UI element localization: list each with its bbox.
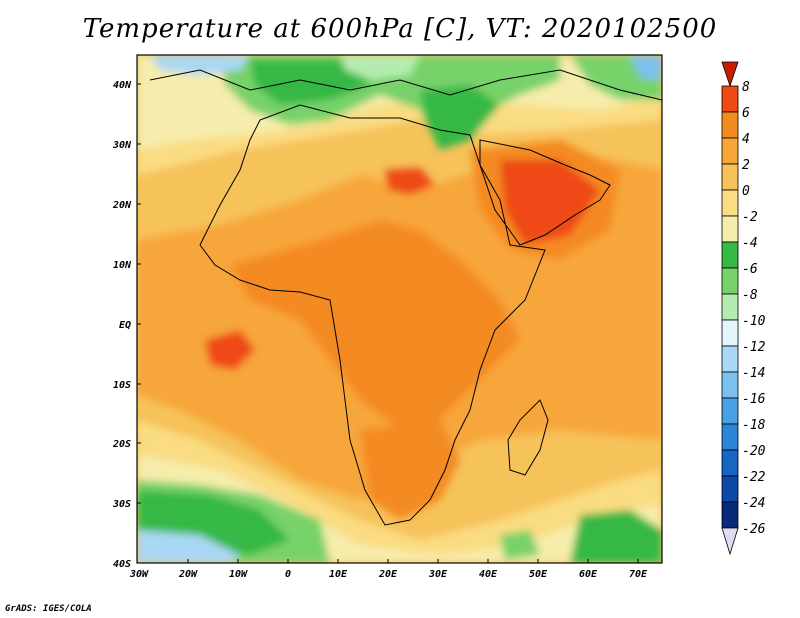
- colorbar-box-6: [721, 85, 739, 113]
- colorbar-box-m26: [721, 501, 739, 529]
- colorbar-box-m6: [721, 241, 739, 269]
- colorbar-box-m12: [721, 319, 739, 347]
- colorbar-box-m16: [721, 371, 739, 399]
- colorbar-box-m18: [721, 397, 739, 425]
- colorbar-box-m20: [721, 423, 739, 451]
- colorbar-label: -12: [742, 340, 766, 355]
- africa-coastline: [199, 104, 546, 526]
- colorbar-label: -8: [742, 288, 758, 303]
- lat-tick-label: 30N: [112, 140, 132, 151]
- colorbar-labels: 8 6 4 2 0 -2 -4 -6 -8 -10 -12 -14 -16 -1…: [742, 80, 766, 537]
- map-frame: [136, 54, 663, 564]
- madagascar-coastline: [507, 399, 549, 476]
- arabia-hot-core: [500, 160, 600, 245]
- colorbar-label: -2: [742, 210, 758, 225]
- colorbar-label: 8: [742, 80, 750, 95]
- lon-tick-label: 70E: [629, 569, 648, 580]
- colorbar-label: -22: [742, 470, 766, 485]
- lon-tick-label: 60E: [579, 569, 598, 580]
- map-title: Temperature at 600hPa [C], VT: 202010250…: [82, 14, 718, 44]
- colorbar-label: -18: [742, 418, 766, 433]
- colorbar-label: -14: [742, 366, 765, 381]
- europe-coastline: [149, 69, 662, 101]
- colorbar: [721, 61, 739, 556]
- colorbar-label: -26: [742, 522, 766, 537]
- colorbar-label: 6: [742, 106, 750, 121]
- colorbar-label: -16: [742, 392, 766, 407]
- coastlines: [149, 69, 662, 526]
- lat-tick-label: 10S: [113, 380, 131, 391]
- lat-tick-label: EQ: [119, 320, 131, 331]
- lat-tick-label: 10N: [113, 260, 132, 271]
- lon-tick-label: 30E: [428, 569, 448, 580]
- lon-tick-label: 10E: [329, 569, 348, 580]
- colorbar-box-2: [721, 137, 739, 165]
- lat-tick-label: 40N: [113, 80, 132, 91]
- lat-axis: 40N 30N 20N 10N EQ 10S 20S 30S 40S: [112, 80, 141, 570]
- lon-axis: 30W 20W 10W 0 10E 20E 30E 40E 50E 60E 70…: [129, 559, 648, 580]
- eastern-med-green: [420, 85, 500, 150]
- lat-tick-label: 30S: [112, 499, 131, 510]
- colorbar-label: 0: [742, 184, 750, 199]
- lon-tick-label: 20W: [178, 569, 198, 580]
- arabia-coastline: [479, 139, 611, 246]
- lon-tick-label: 50E: [529, 569, 548, 580]
- south-green-spot: [500, 530, 540, 560]
- lon-tick-label: 30W: [129, 569, 149, 580]
- colorbar-upper-triangle: [721, 61, 739, 88]
- colorbar-label: -24: [742, 496, 765, 511]
- lon-tick-label: 0: [285, 569, 291, 580]
- colorbar-label: -4: [742, 236, 758, 251]
- lat-tick-label: 20S: [112, 439, 131, 450]
- sahara-warm-cell: [385, 168, 435, 195]
- colorbar-box-m10: [721, 293, 739, 321]
- temperature-field: [137, 55, 662, 563]
- grads-credit: GrADS: IGES/COLA: [5, 604, 92, 614]
- colorbar-label: -20: [742, 444, 766, 459]
- southeast-green: [570, 510, 662, 563]
- colorbar-box-m4: [721, 215, 739, 243]
- northeast-blue: [630, 55, 662, 80]
- central-europe-blue: [340, 55, 420, 80]
- northwest-blue: [150, 55, 250, 75]
- colorbar-box-m22: [721, 449, 739, 477]
- lat-tick-label: 20N: [112, 200, 132, 211]
- colorbar-box-m14: [721, 345, 739, 373]
- atlantic-warm-cell: [205, 330, 255, 370]
- colorbar-box-4: [721, 111, 739, 139]
- colorbar-label: -10: [742, 314, 766, 329]
- southern-africa-warm: [360, 420, 460, 520]
- lon-tick-label: 40E: [479, 569, 498, 580]
- colorbar-label: -6: [742, 262, 758, 277]
- colorbar-label: 4: [742, 132, 750, 147]
- colorbar-box-m8: [721, 267, 739, 295]
- colorbar-box-m24: [721, 475, 739, 503]
- lon-tick-label: 10W: [229, 569, 248, 580]
- colorbar-box-0: [721, 163, 739, 191]
- colorbar-lower-triangle: [721, 527, 739, 556]
- colorbar-label: 2: [742, 158, 750, 173]
- lon-tick-label: 20E: [378, 569, 398, 580]
- southwest-blue: [137, 530, 240, 563]
- lat-tick-label: 40S: [113, 559, 131, 570]
- warm-core-africa: [230, 220, 520, 430]
- colorbar-box-m2: [721, 189, 739, 217]
